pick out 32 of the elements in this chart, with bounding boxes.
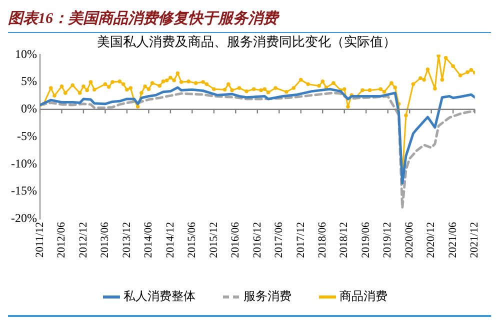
x-tick-label: 2014/12 <box>164 222 176 258</box>
x-tick-label: 2016/06 <box>230 221 242 258</box>
x-tick-label: 2018/12 <box>338 222 350 258</box>
chart-subtitle: 美国私人消费及商品、服务消费同比变化（实际值） <box>97 34 396 50</box>
x-tick-label: 2012/12 <box>77 222 90 258</box>
x-tick-label: 2017/12 <box>294 222 307 258</box>
chart-title: 图表16：美国商品消费修复快于服务消费 <box>8 8 491 33</box>
x-tick-label: 2020/12 <box>425 222 438 258</box>
x-tick-label: 2019/06 <box>360 221 372 258</box>
x-tick-label: 2013/12 <box>120 222 133 258</box>
y-tick-label: 5% <box>20 74 37 88</box>
y-tick-label: 0% <box>20 102 37 116</box>
x-tick-label: 2018/06 <box>316 221 329 258</box>
y-tick-label: 10% <box>14 46 37 61</box>
x-tick-label: 2014/06 <box>142 221 155 258</box>
x-tick-label: 2016/12 <box>251 222 264 258</box>
x-tick-label: 2021/12 <box>468 222 481 258</box>
y-tick-label: -15% <box>10 184 37 198</box>
legend-label: 商品消费 <box>340 289 388 304</box>
y-tick-label: -5% <box>16 128 37 143</box>
x-tick-label: 2015/12 <box>208 222 220 258</box>
legend-label: 私人消费整体 <box>124 289 196 304</box>
x-tick-label: 2012/06 <box>56 221 68 258</box>
x-tick-label: 2019/12 <box>382 222 394 258</box>
x-tick-label: 2021/06 <box>446 221 459 258</box>
x-tick-label: 2020/06 <box>403 221 416 258</box>
x-tick-label: 2013/06 <box>99 221 112 258</box>
x-tick-label: 2015/06 <box>186 221 198 258</box>
line-series <box>40 92 475 210</box>
x-tick-label: 2017/06 <box>273 221 286 258</box>
y-tick-label: -10% <box>10 156 37 170</box>
legend-label: 服务消费 <box>244 289 292 304</box>
